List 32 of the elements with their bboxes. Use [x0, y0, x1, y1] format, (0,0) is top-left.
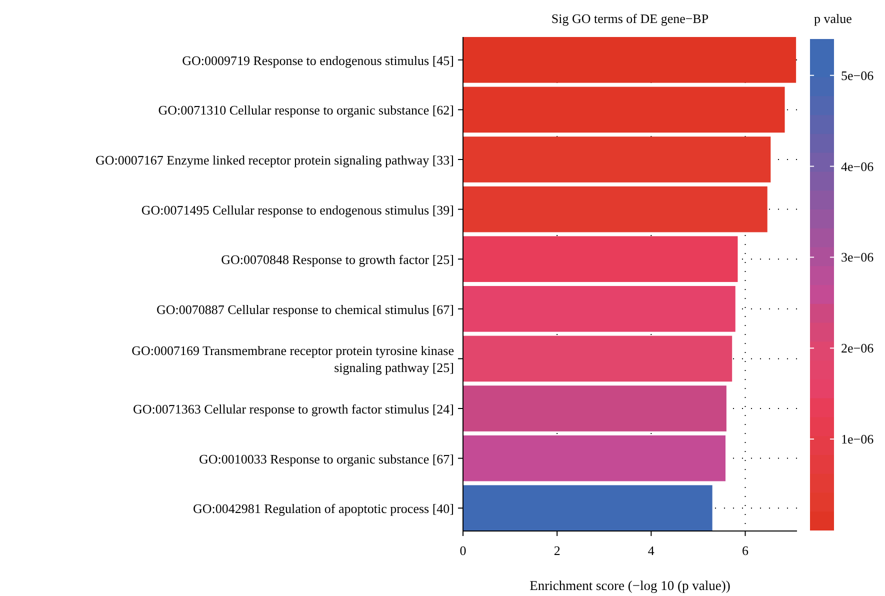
bar: [463, 37, 796, 83]
y-tick-label: GO:0010033 Response to organic substance [67]: [198, 450, 454, 466]
y-tick-label: GO:0007169 Transmembrane receptor protein tyrosine kinase signaling pathway [25]: [132, 342, 454, 375]
x-tick-label: 4: [648, 543, 655, 558]
bar: [463, 236, 738, 282]
bar: [463, 336, 732, 382]
bar: [463, 86, 785, 133]
color-bar-title: p value: [814, 11, 852, 26]
bar: [463, 485, 712, 531]
y-tick-label: GO:0042981 Regulation of apoptotic process [40]: [192, 500, 454, 516]
color-bar-label: 4e−06: [841, 158, 874, 174]
color-bar-label: 3e−06: [841, 250, 874, 265]
bar: [463, 136, 771, 182]
x-tick-label: 0: [460, 543, 466, 558]
bar: [463, 386, 726, 432]
y-tick-label: GO:0007167 Enzyme linked receptor protein signaling pathway [33]: [96, 152, 454, 168]
color-bar-label: 5e−06: [841, 68, 874, 83]
y-tick-label: GO:0071495 Cellular response to endogenous stimulus [39]: [141, 202, 454, 217]
chart-title: Sig GO terms of DE gene−BP: [551, 11, 709, 26]
bar: [463, 186, 768, 232]
x-axis-title: Enrichment score (−log 10 (p value)): [530, 578, 730, 593]
color-bar-label: 1e−06: [841, 432, 874, 447]
y-tick-label: GO:0071310 Cellular response to organic substance [62]: [158, 102, 454, 118]
y-tick-label: GO:0071363 Cellular response to growth factor stimulus [24]: [133, 400, 454, 416]
y-tick-label: GO:0070848 Response to growth factor [25]: [221, 252, 454, 267]
x-tick-label: 6: [742, 543, 750, 558]
bar: [463, 435, 726, 482]
color-bar-label: 2e−06: [841, 340, 874, 356]
x-tick-label: 2: [554, 543, 560, 558]
bar: [463, 286, 736, 332]
y-tick-label: GO:0070887 Cellular response to chemical stimulus [67]: [156, 301, 454, 316]
y-tick-label: GO:0009719 Response to endogenous stimulus [45]: [182, 52, 454, 68]
